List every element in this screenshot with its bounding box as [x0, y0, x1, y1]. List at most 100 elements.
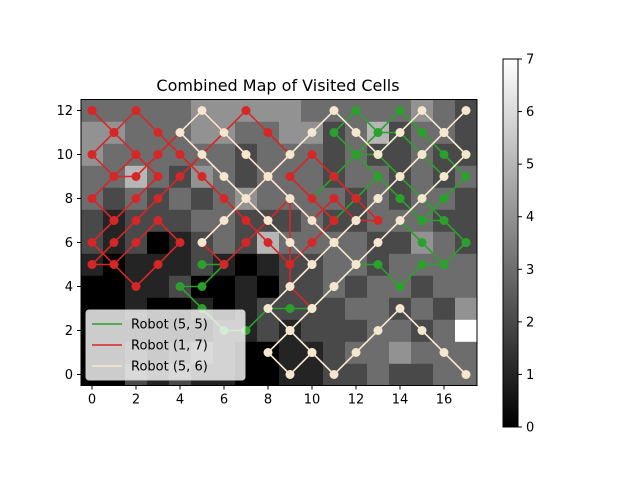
heatmap-cell — [455, 341, 478, 364]
heatmap-cell — [389, 341, 412, 364]
series-point — [219, 260, 229, 269]
series-point — [329, 216, 339, 225]
x-tick-label: 16 — [436, 393, 453, 408]
heatmap-cell — [257, 187, 280, 210]
series-point — [373, 238, 383, 247]
heatmap-cell — [279, 99, 302, 122]
series-point — [351, 128, 361, 137]
series-point — [263, 304, 273, 313]
series-point — [263, 348, 273, 357]
series-point — [131, 238, 141, 247]
series-point — [197, 150, 207, 159]
heatmap-cell — [213, 231, 236, 254]
series-point — [109, 172, 119, 181]
series-point — [439, 128, 449, 137]
series-point — [395, 304, 405, 313]
heatmap-cell — [455, 297, 478, 320]
series-point — [307, 238, 317, 247]
series-point — [351, 216, 361, 225]
series-point — [329, 370, 339, 379]
heatmap-cell — [301, 363, 324, 386]
x-tick-label: 14 — [392, 393, 409, 408]
series-point — [241, 106, 251, 115]
heatmap-cell — [345, 231, 368, 254]
x-axis: 0 2 4 6 8 10 12 14 16 — [88, 385, 453, 408]
heatmap-cell — [103, 143, 126, 166]
y-tick-label: 4 — [65, 280, 73, 295]
heatmap-cell — [191, 187, 214, 210]
series-point — [219, 194, 229, 203]
series-point — [373, 150, 383, 159]
series-point — [417, 326, 427, 335]
series-point — [219, 172, 229, 181]
series-point — [329, 106, 339, 115]
series-point — [175, 172, 185, 181]
series-point — [87, 106, 97, 115]
series-point — [439, 194, 449, 203]
heatmap-cell — [147, 231, 170, 254]
legend-label: Robot (5, 5) — [131, 318, 208, 333]
series-point — [461, 172, 471, 181]
heatmap-cell — [81, 275, 104, 298]
series-point — [131, 282, 141, 291]
x-tick-label: 2 — [132, 393, 140, 408]
heatmap-cell — [125, 121, 148, 144]
series-point — [285, 282, 295, 291]
heatmap-cell — [323, 341, 346, 364]
heatmap-cell — [169, 253, 192, 276]
heatmap-cell — [455, 209, 478, 232]
series-point — [175, 282, 185, 291]
series-point — [417, 216, 427, 225]
series-point — [395, 216, 405, 225]
series-point — [197, 238, 207, 247]
legend-label: Robot (1, 7) — [131, 339, 208, 354]
heatmap-cell — [323, 319, 346, 342]
heatmap-cell — [147, 275, 170, 298]
heatmap-cell — [345, 319, 368, 342]
series-point — [373, 326, 383, 335]
series-point — [417, 260, 427, 269]
heatmap-cell — [103, 187, 126, 210]
heatmap-cell — [257, 319, 280, 342]
y-tick-label: 0 — [65, 368, 73, 383]
series-point — [417, 128, 427, 137]
y-tick-label: 8 — [65, 192, 73, 207]
heatmap-cell — [235, 275, 258, 298]
series-point — [417, 194, 427, 203]
x-tick-label: 10 — [304, 393, 321, 408]
series-point — [461, 238, 471, 247]
series-point — [439, 172, 449, 181]
series-point — [241, 194, 251, 203]
heatmap-cell — [191, 121, 214, 144]
series-point — [307, 260, 317, 269]
series-point — [395, 128, 405, 137]
series-point — [329, 172, 339, 181]
series-point — [197, 260, 207, 269]
heatmap-cell — [213, 275, 236, 298]
heatmap-cell — [389, 231, 412, 254]
x-tick-label: 0 — [88, 393, 96, 408]
series-point — [439, 348, 449, 357]
heatmap-cell — [257, 253, 280, 276]
heatmap-cell — [411, 275, 434, 298]
heatmap-cell — [411, 297, 434, 320]
y-axis: 0 2 4 6 8 10 12 — [56, 104, 81, 383]
heatmap-cell — [301, 165, 324, 188]
series-point — [285, 326, 295, 335]
heatmap-cell — [455, 121, 478, 144]
series-point — [241, 150, 251, 159]
heatmap-cell — [411, 165, 434, 188]
series-point — [329, 282, 339, 291]
series-point — [87, 150, 97, 159]
series-point — [417, 150, 427, 159]
series-point — [153, 128, 163, 137]
colorbar — [502, 58, 519, 428]
heatmap-cell — [103, 99, 126, 122]
series-point — [329, 128, 339, 137]
heatmap-cell — [301, 319, 324, 342]
y-tick-label: 2 — [65, 324, 73, 339]
series-point — [241, 216, 251, 225]
heatmap-cell — [367, 341, 390, 364]
heatmap-cell — [367, 363, 390, 386]
